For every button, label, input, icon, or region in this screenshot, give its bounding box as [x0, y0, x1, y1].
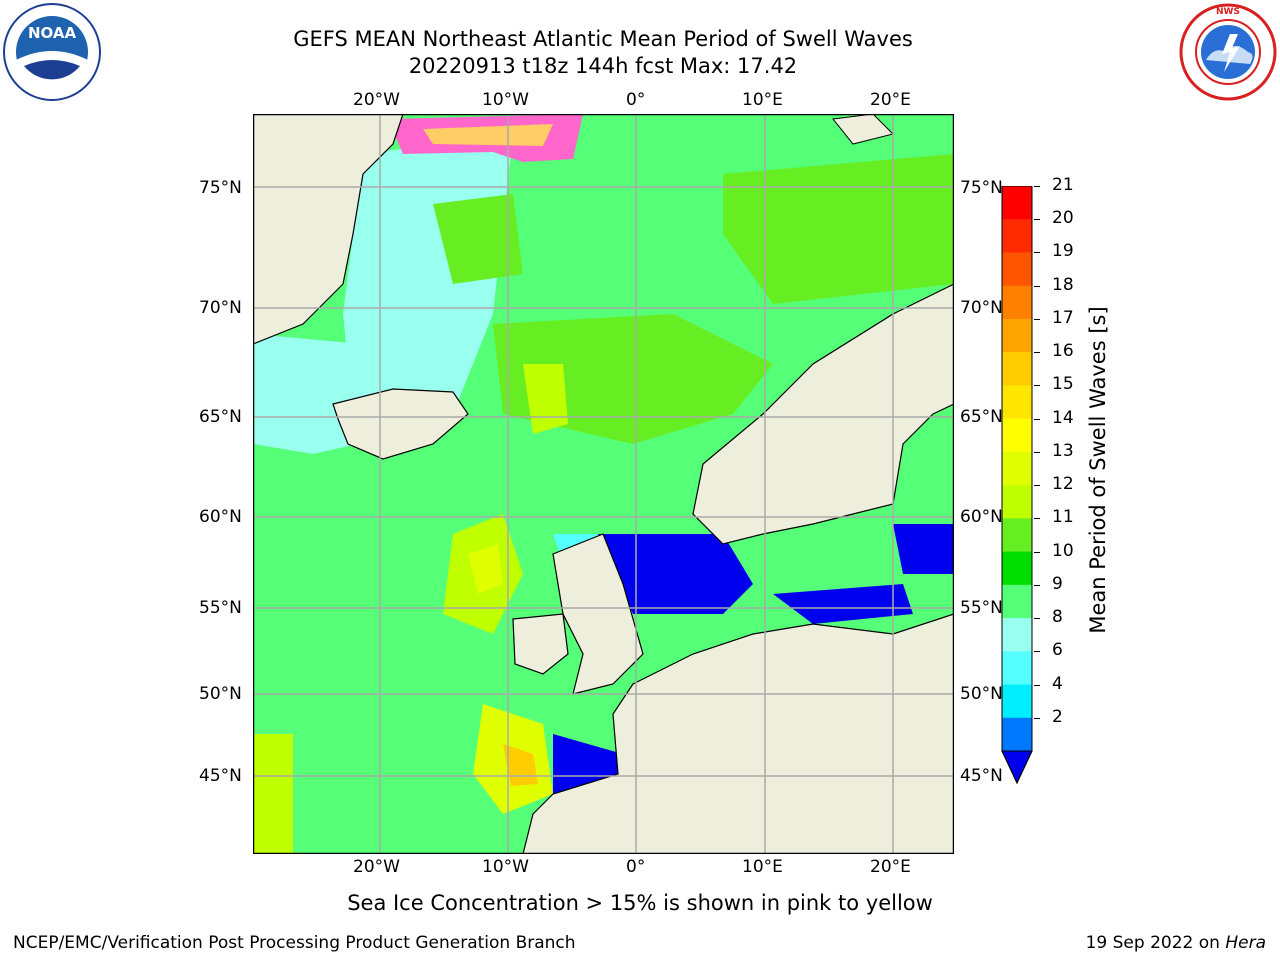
lat-label-left-45n: 45°N	[199, 766, 242, 786]
lat-label-left-55n: 55°N	[199, 598, 242, 618]
colorbar-tick-mark	[1034, 618, 1040, 620]
footer-credit: NCEP/EMC/Verification Post Processing Pr…	[13, 933, 576, 953]
lon-label-top-20w: 20°W	[353, 90, 400, 110]
lon-label-bottom-10w: 10°W	[482, 857, 529, 877]
colorbar-swatch	[1002, 252, 1032, 287]
lat-label-left-65n: 65°N	[199, 407, 242, 427]
colorbar-swatch	[1002, 717, 1032, 752]
colorbar-tick-mark	[1034, 684, 1040, 686]
lat-label-right-60n: 60°N	[960, 507, 1003, 527]
colorbar-label-anchor: Mean Period of Swell Waves [s]	[1086, 306, 1126, 633]
lat-label-right-45n: 45°N	[960, 766, 1003, 786]
lon-label-top-20e: 20°E	[870, 90, 911, 110]
colorbar-swatch	[1002, 385, 1032, 420]
colorbar-tick-mark	[1034, 584, 1040, 586]
footer-date: 19 Sep 2022 on Hera	[1086, 933, 1266, 953]
colorbar-tick-mark	[1034, 651, 1040, 653]
colorbar-tick-mark	[1034, 451, 1040, 453]
colorbar-swatches	[1001, 185, 1033, 785]
colorbar-swatch	[1002, 518, 1032, 553]
colorbar-swatch	[1002, 285, 1032, 320]
colorbar-tick-label: 16	[1052, 341, 1074, 362]
colorbar-swatch	[1002, 618, 1032, 652]
colorbar-tick-label: 6	[1052, 640, 1063, 661]
footer-date-text: 19 Sep 2022 on	[1085, 933, 1226, 953]
map-title: GEFS MEAN Northeast Atlantic Mean Period…	[293, 27, 913, 51]
colorbar-swatch	[1002, 651, 1032, 686]
lat-label-left-50n: 50°N	[199, 684, 242, 704]
colorbar-tick-label: 9	[1052, 573, 1063, 594]
colorbar-tick-mark	[1034, 252, 1040, 254]
colorbar-tick-mark	[1034, 385, 1040, 387]
colorbar-swatch	[1002, 584, 1032, 619]
colorbar-swatch	[1002, 219, 1032, 253]
lon-label-bottom-10e: 10°E	[742, 857, 783, 877]
colorbar-tick-label: 10	[1052, 540, 1074, 561]
colorbar-tick-label: 14	[1052, 407, 1074, 428]
lat-label-right-70n: 70°N	[960, 298, 1003, 318]
colorbar-tick-mark	[1034, 352, 1040, 354]
lat-label-right-75n: 75°N	[960, 178, 1003, 198]
noaa-name: NOAA	[28, 24, 77, 42]
colorbar-tick-label: 17	[1052, 307, 1074, 328]
lon-label-bottom-20e: 20°E	[870, 857, 911, 877]
colorbar-swatch	[1002, 684, 1032, 719]
colorbar-swatch	[1002, 485, 1032, 519]
colorbar-swatch	[1002, 352, 1032, 386]
lat-label-right-65n: 65°N	[960, 407, 1003, 427]
colorbar-tick-label: 13	[1052, 440, 1074, 461]
colorbar-tick-label: 19	[1052, 241, 1074, 262]
nws-logo: NWS	[1178, 2, 1278, 102]
colorbar-swatch	[1002, 318, 1032, 353]
colorbar-tick-label: 21	[1052, 175, 1074, 195]
colorbar-tick-mark	[1034, 551, 1040, 553]
colorbar-label: Mean Period of Swell Waves [s]	[1086, 306, 1110, 634]
colorbar-tick-label: 18	[1052, 274, 1074, 295]
lon-label-top-10e: 10°E	[742, 90, 783, 110]
colorbar-tick-label: 4	[1052, 673, 1063, 694]
colorbar-tick-mark	[1034, 518, 1040, 520]
lat-label-right-50n: 50°N	[960, 684, 1003, 704]
colorbar-ticks: 21 20 19 18 17 16 15 14 13 12 11 10 9 8 6 4 2	[1034, 175, 1090, 786]
colorbar-tick-label: 12	[1052, 474, 1074, 495]
colorbar-extend-arrow	[1001, 750, 1033, 785]
colorbar-tick-label: 8	[1052, 607, 1063, 628]
map-subtitle: 20220913 t18z 144h fcst Max: 17.42	[408, 54, 798, 78]
sea-ice-note: Sea Ice Concentration > 15% is shown in …	[347, 891, 933, 915]
colorbar-tick-mark	[1034, 186, 1040, 187]
colorbar-tick-mark	[1034, 219, 1040, 221]
map-panel	[252, 113, 955, 855]
colorbar	[1000, 185, 1038, 786]
colorbar-tick-label: 15	[1052, 374, 1074, 395]
colorbar-tick-mark	[1034, 717, 1040, 719]
colorbar-swatch	[1002, 451, 1032, 486]
colorbar-tick-mark	[1034, 418, 1040, 420]
colorbar-tick-mark	[1034, 485, 1040, 487]
colorbar-swatch	[1002, 186, 1032, 220]
noaa-logo: NOAA	[2, 2, 102, 102]
colorbar-frame	[1001, 185, 1033, 785]
colorbar-swatch	[1002, 418, 1032, 453]
colorbar-tick-mark	[1034, 285, 1040, 287]
lat-label-left-60n: 60°N	[199, 507, 242, 527]
footer-machine: Hera	[1225, 933, 1266, 953]
lat-label-left-75n: 75°N	[199, 178, 242, 198]
colorbar-swatch	[1002, 551, 1032, 586]
colorbar-tick-label: 11	[1052, 507, 1074, 528]
colorbar-tick-mark	[1034, 318, 1040, 320]
lon-label-bottom-20w: 20°W	[353, 857, 400, 877]
svg-text:NWS: NWS	[1216, 7, 1240, 17]
lat-label-left-70n: 70°N	[199, 298, 242, 318]
lon-label-top-0: 0°	[626, 90, 646, 110]
colorbar-tick-label: 20	[1052, 208, 1074, 229]
colorbar-tick-label: 2	[1052, 706, 1063, 727]
lon-label-top-10w: 10°W	[482, 90, 529, 110]
lat-label-right-55n: 55°N	[960, 598, 1003, 618]
swell-period-map	[252, 113, 955, 855]
lon-label-bottom-0: 0°	[626, 857, 646, 877]
